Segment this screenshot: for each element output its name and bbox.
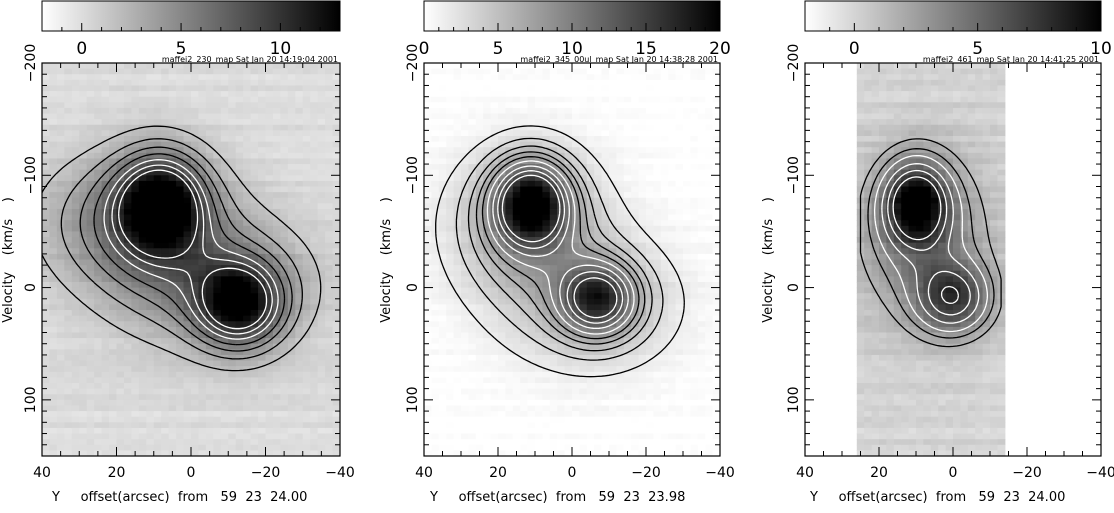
plot-area-2 (424, 63, 721, 457)
y-tick-label: 0 (786, 283, 802, 292)
colorbar-label: 5 (493, 39, 504, 59)
x-tick-label: 40 (33, 465, 51, 481)
y-axis-label-3: Velocity (km/s ) (761, 197, 776, 323)
x-tick-label: −40 (705, 465, 735, 481)
plot-area-1 (42, 63, 341, 457)
x-axis-label-1: Y offset(arcsec) from 59 23 24.00 (51, 490, 307, 505)
y-tick-label: −200 (786, 44, 802, 82)
x-tick-label: 0 (949, 465, 958, 481)
y-tick-labels-2: −200 −100 0 100 (405, 44, 421, 413)
x-axis-label-2: Y offset(arcsec) from 59 23 23.98 (429, 490, 685, 505)
y-tick-label: 100 (405, 386, 421, 413)
y-tick-label: 0 (23, 283, 39, 292)
y-tick-label: −200 (23, 44, 39, 82)
y-tick-label: −100 (23, 156, 39, 194)
x-tick-label: −20 (251, 465, 281, 481)
x-axis-label-3: Y offset(arcsec) from 59 23 24.00 (809, 490, 1065, 505)
colorbar-label: 0 (849, 39, 860, 59)
colorbar-label: 0 (76, 39, 87, 59)
y-tick-label: −100 (786, 156, 802, 194)
x-tick-label: −20 (631, 465, 661, 481)
plot-area-3 (857, 63, 1006, 457)
x-tick-label: −40 (325, 465, 355, 481)
x-tick-label: 20 (489, 465, 507, 481)
x-tick-labels-3: 40 20 0 −20 −40 (796, 465, 1114, 481)
x-tick-label: 40 (415, 465, 433, 481)
x-tick-labels-1: 40 20 0 −20 −40 (33, 465, 355, 481)
y-tick-label: 100 (786, 386, 802, 413)
y-tick-labels-3: −200 −100 0 100 (786, 44, 802, 413)
x-tick-label: 0 (187, 465, 196, 481)
y-tick-label: −100 (405, 156, 421, 194)
x-tick-label: −40 (1086, 465, 1114, 481)
x-tick-label: −20 (1012, 465, 1042, 481)
y-axis-label-2: Velocity (km/s ) (379, 197, 394, 323)
y-axis-label-1: Velocity (km/s ) (1, 197, 16, 323)
y-tick-label: 100 (23, 386, 39, 413)
y-tick-label: 0 (405, 283, 421, 292)
x-tick-label: 40 (796, 465, 814, 481)
x-tick-label: 20 (108, 465, 126, 481)
x-tick-label: 0 (568, 465, 577, 481)
y-tick-labels-1: −200 −100 0 100 (23, 44, 39, 413)
y-tick-label: −200 (405, 44, 421, 82)
x-tick-label: 20 (870, 465, 888, 481)
x-tick-labels-2: 40 20 0 −20 −40 (415, 465, 735, 481)
